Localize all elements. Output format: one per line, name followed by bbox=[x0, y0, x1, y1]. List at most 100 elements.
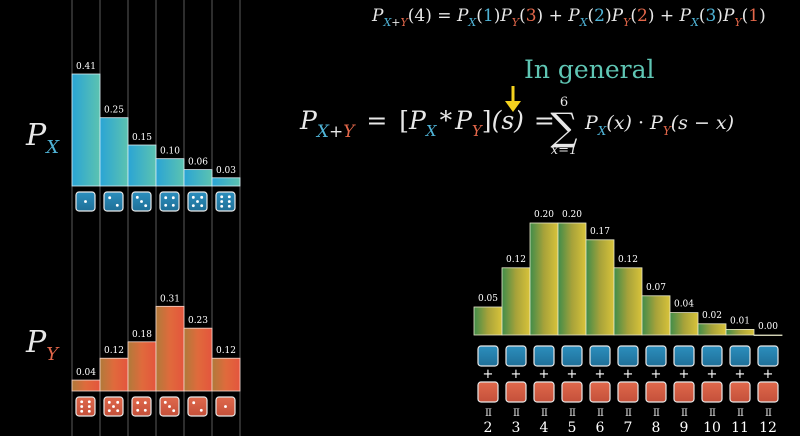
py-bar bbox=[71, 379, 101, 392]
in-general-heading: In general bbox=[524, 55, 655, 84]
die-icon bbox=[75, 191, 96, 212]
red-die-box bbox=[645, 381, 667, 403]
die-icon bbox=[131, 396, 152, 417]
equals-sign: II bbox=[597, 408, 604, 419]
yellow-arrow-icon bbox=[505, 86, 521, 112]
red-die-box bbox=[757, 381, 779, 403]
sum-value-label: 0.04 bbox=[674, 300, 694, 310]
die-face bbox=[131, 396, 152, 417]
sum-upper-limit: 6 bbox=[559, 95, 569, 110]
sum-category-label: 5 bbox=[568, 420, 577, 436]
py-bar bbox=[183, 327, 213, 392]
sum-bar bbox=[557, 222, 587, 336]
red-die-box bbox=[589, 381, 611, 403]
plus-sign: + bbox=[511, 367, 522, 382]
die-pip bbox=[115, 203, 119, 207]
die-pip bbox=[112, 405, 115, 408]
py-chart: 0.04 0.12 0.18 0.31 0.23 0.12 bbox=[71, 294, 241, 417]
equals-sign: II bbox=[653, 408, 660, 419]
blue-die-box bbox=[589, 345, 611, 367]
sum-category-label: 9 bbox=[680, 420, 689, 436]
px-chart: 0.41 0.25 0.15 0.10 0.06 0.03 bbox=[71, 62, 241, 212]
plus-sign: + bbox=[539, 367, 550, 382]
blue-die-box bbox=[533, 345, 555, 367]
die-icon bbox=[131, 191, 152, 212]
die-pip bbox=[199, 408, 203, 412]
die-face bbox=[187, 396, 208, 417]
equals-sign: II bbox=[709, 408, 716, 419]
die-pip bbox=[107, 400, 111, 404]
formula-top: PX+Y(4) = PX(1)PY(3) + PX(2)PY(2) + PX(3… bbox=[372, 6, 766, 29]
die-pip bbox=[140, 200, 143, 203]
plus-sign: + bbox=[735, 367, 746, 382]
die-icon bbox=[159, 191, 180, 212]
sum-value-label: 0.07 bbox=[646, 283, 666, 293]
sum-value-label: 0.00 bbox=[758, 322, 778, 332]
equals-sign: II bbox=[485, 408, 492, 419]
die-pip bbox=[168, 405, 171, 408]
red-die-box bbox=[561, 381, 583, 403]
py-value-label: 0.18 bbox=[132, 330, 152, 340]
px-value-label: 0.15 bbox=[132, 133, 152, 143]
die-icon bbox=[103, 396, 124, 417]
py-value-label: 0.04 bbox=[76, 368, 96, 378]
sum-category-label: 6 bbox=[596, 420, 605, 436]
die-icon bbox=[103, 191, 124, 212]
py-bar bbox=[155, 305, 185, 392]
equals-sign: II bbox=[681, 408, 688, 419]
plus-sign: + bbox=[707, 367, 718, 382]
die-pip bbox=[192, 401, 196, 405]
sum-value-label: 0.17 bbox=[590, 227, 610, 237]
px-value-label: 0.10 bbox=[160, 147, 180, 157]
die-pip bbox=[143, 401, 147, 405]
px-value-label: 0.06 bbox=[188, 158, 208, 168]
die-pip bbox=[164, 203, 168, 207]
sum-lower-limit: x=1 bbox=[550, 143, 578, 158]
die-pip bbox=[172, 409, 176, 413]
blue-die-box bbox=[645, 345, 667, 367]
blue-die-box bbox=[701, 345, 723, 367]
red-die-box bbox=[617, 381, 639, 403]
die-pip bbox=[87, 400, 91, 404]
plus-sign: + bbox=[679, 367, 690, 382]
sum-category-label: 4 bbox=[540, 420, 549, 436]
die-pip bbox=[191, 204, 195, 208]
blue-die-box bbox=[673, 345, 695, 367]
die-pip bbox=[116, 400, 120, 404]
sum-value-label: 0.20 bbox=[534, 210, 554, 220]
px-bar bbox=[183, 169, 213, 187]
die-pip bbox=[107, 409, 111, 413]
px-bar bbox=[71, 73, 101, 187]
die-pip bbox=[136, 408, 140, 412]
plus-sign: + bbox=[763, 367, 774, 382]
die-face bbox=[103, 191, 124, 212]
sum-bar bbox=[501, 267, 531, 336]
die-pip bbox=[227, 195, 231, 199]
sum-value-label: 0.12 bbox=[506, 255, 526, 265]
die-face bbox=[75, 396, 96, 417]
sum-category-label: 12 bbox=[759, 420, 777, 436]
py-bar bbox=[99, 357, 129, 392]
die-pip bbox=[135, 195, 139, 199]
grid-lines bbox=[71, 0, 241, 436]
sum-category-label: 8 bbox=[652, 420, 661, 436]
equals-sign: II bbox=[765, 408, 772, 419]
die-face bbox=[215, 191, 236, 212]
die-face bbox=[159, 191, 180, 212]
sum-bar bbox=[585, 239, 615, 336]
die-icon bbox=[215, 396, 236, 417]
px-bar bbox=[211, 177, 241, 187]
sum-bar bbox=[669, 312, 699, 336]
die-pip bbox=[220, 204, 224, 208]
sum-value-label: 0.12 bbox=[618, 255, 638, 265]
sum-bar bbox=[725, 328, 755, 336]
px-value-label: 0.41 bbox=[76, 62, 96, 72]
die-pip bbox=[116, 409, 120, 413]
px-value-label: 0.03 bbox=[216, 166, 236, 176]
die-pip bbox=[191, 195, 195, 199]
red-die-box bbox=[729, 381, 751, 403]
die-pip bbox=[80, 405, 84, 408]
blue-die-box bbox=[729, 345, 751, 367]
plus-sign: + bbox=[567, 367, 578, 382]
